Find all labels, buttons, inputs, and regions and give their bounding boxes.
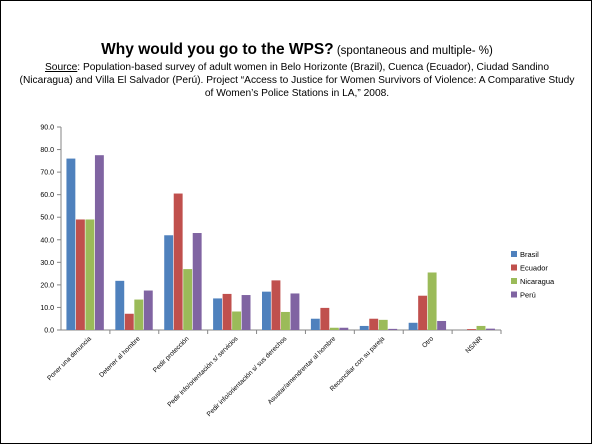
chart-subtitle: (spontaneous and multiple- %) [333, 45, 493, 57]
bar-nicaragua [183, 269, 193, 330]
bar-brasil [262, 291, 271, 330]
y-tick-label: 90.0 [40, 125, 54, 132]
title-block: Why would you go to the WPS? (spontaneou… [17, 41, 577, 100]
y-tick-label: 20.0 [40, 282, 54, 289]
source-note: Source: Population-based survey of adult… [17, 61, 577, 100]
bar-per [486, 328, 495, 330]
bar-ecuador [320, 307, 330, 330]
plot-area: 0.0 10.0 20.0 30.0 40.0 50.0 60.0 70.0 80.0 90.0 P… [40, 125, 555, 419]
bar-nicaragua [232, 311, 242, 330]
y-tick-label: 60.0 [40, 192, 54, 199]
bar-ecuador [222, 293, 232, 330]
legend-label: Brasil [520, 250, 539, 259]
bar-ecuador [467, 329, 476, 330]
y-tick-label: 50.0 [40, 215, 54, 222]
bar-brasil [66, 158, 76, 330]
bar-ecuador [271, 280, 281, 330]
legend-label: Nicaragua [520, 277, 555, 286]
source-description: : Population-based survey of adult women… [19, 62, 575, 99]
bar-nicaragua [134, 299, 144, 330]
x-category-label: Pedir protección [152, 335, 191, 374]
bar-ecuador [75, 219, 85, 330]
bar-brasil [115, 280, 125, 330]
bar-nicaragua [329, 327, 339, 330]
bar-per [143, 290, 153, 330]
legend-swatch [511, 278, 517, 284]
bar-per [290, 293, 300, 330]
legend-swatch [511, 264, 517, 271]
x-category-label: Otro [421, 335, 435, 349]
legend-label: Ecuador [520, 264, 548, 273]
bar-ecuador [173, 193, 183, 330]
bar-nicaragua [476, 325, 486, 330]
bar-per [192, 233, 202, 330]
bar-per [339, 327, 349, 330]
x-category-label: Reconciliar con su pareja [329, 335, 387, 393]
y-tick-label: 70.0 [40, 170, 54, 177]
bar-brasil [359, 325, 369, 330]
bar-per [437, 320, 447, 330]
bar-brasil [213, 298, 223, 330]
y-tick-label: 0.0 [44, 328, 54, 335]
bar-brasil [164, 235, 174, 330]
bar-nicaragua [427, 272, 437, 330]
legend-label: Perú [520, 291, 536, 300]
bar-ecuador [124, 313, 134, 330]
source-label: Source [45, 62, 78, 73]
chart-title: Why would you go to the WPS? [101, 41, 334, 58]
y-tick-label: 30.0 [40, 260, 54, 267]
x-category-label: Detener al hombre [98, 335, 142, 379]
y-tick-label: 80.0 [40, 147, 54, 154]
x-category-label: NS/NR [465, 335, 485, 355]
legend-swatch [511, 251, 517, 257]
y-tick-label: 10.0 [40, 305, 54, 312]
bar-per [241, 295, 251, 330]
bar-per [388, 328, 398, 330]
bar-nicaragua [85, 219, 95, 330]
y-tick-label: 40.0 [40, 237, 54, 244]
bar-nicaragua [281, 311, 290, 330]
legend-swatch [511, 291, 517, 298]
bar-brasil [310, 318, 320, 330]
x-category-label: Pedir info/orientación s/ sus derechos [206, 335, 289, 418]
bar-brasil [408, 322, 418, 330]
bar-nicaragua [378, 319, 388, 330]
x-category-label: Poner una denuncia [46, 335, 93, 382]
title-line: Why would you go to the WPS? (spontaneou… [17, 41, 577, 60]
bar-ecuador [418, 295, 428, 330]
bar-ecuador [369, 318, 379, 330]
bar-per [94, 155, 104, 330]
